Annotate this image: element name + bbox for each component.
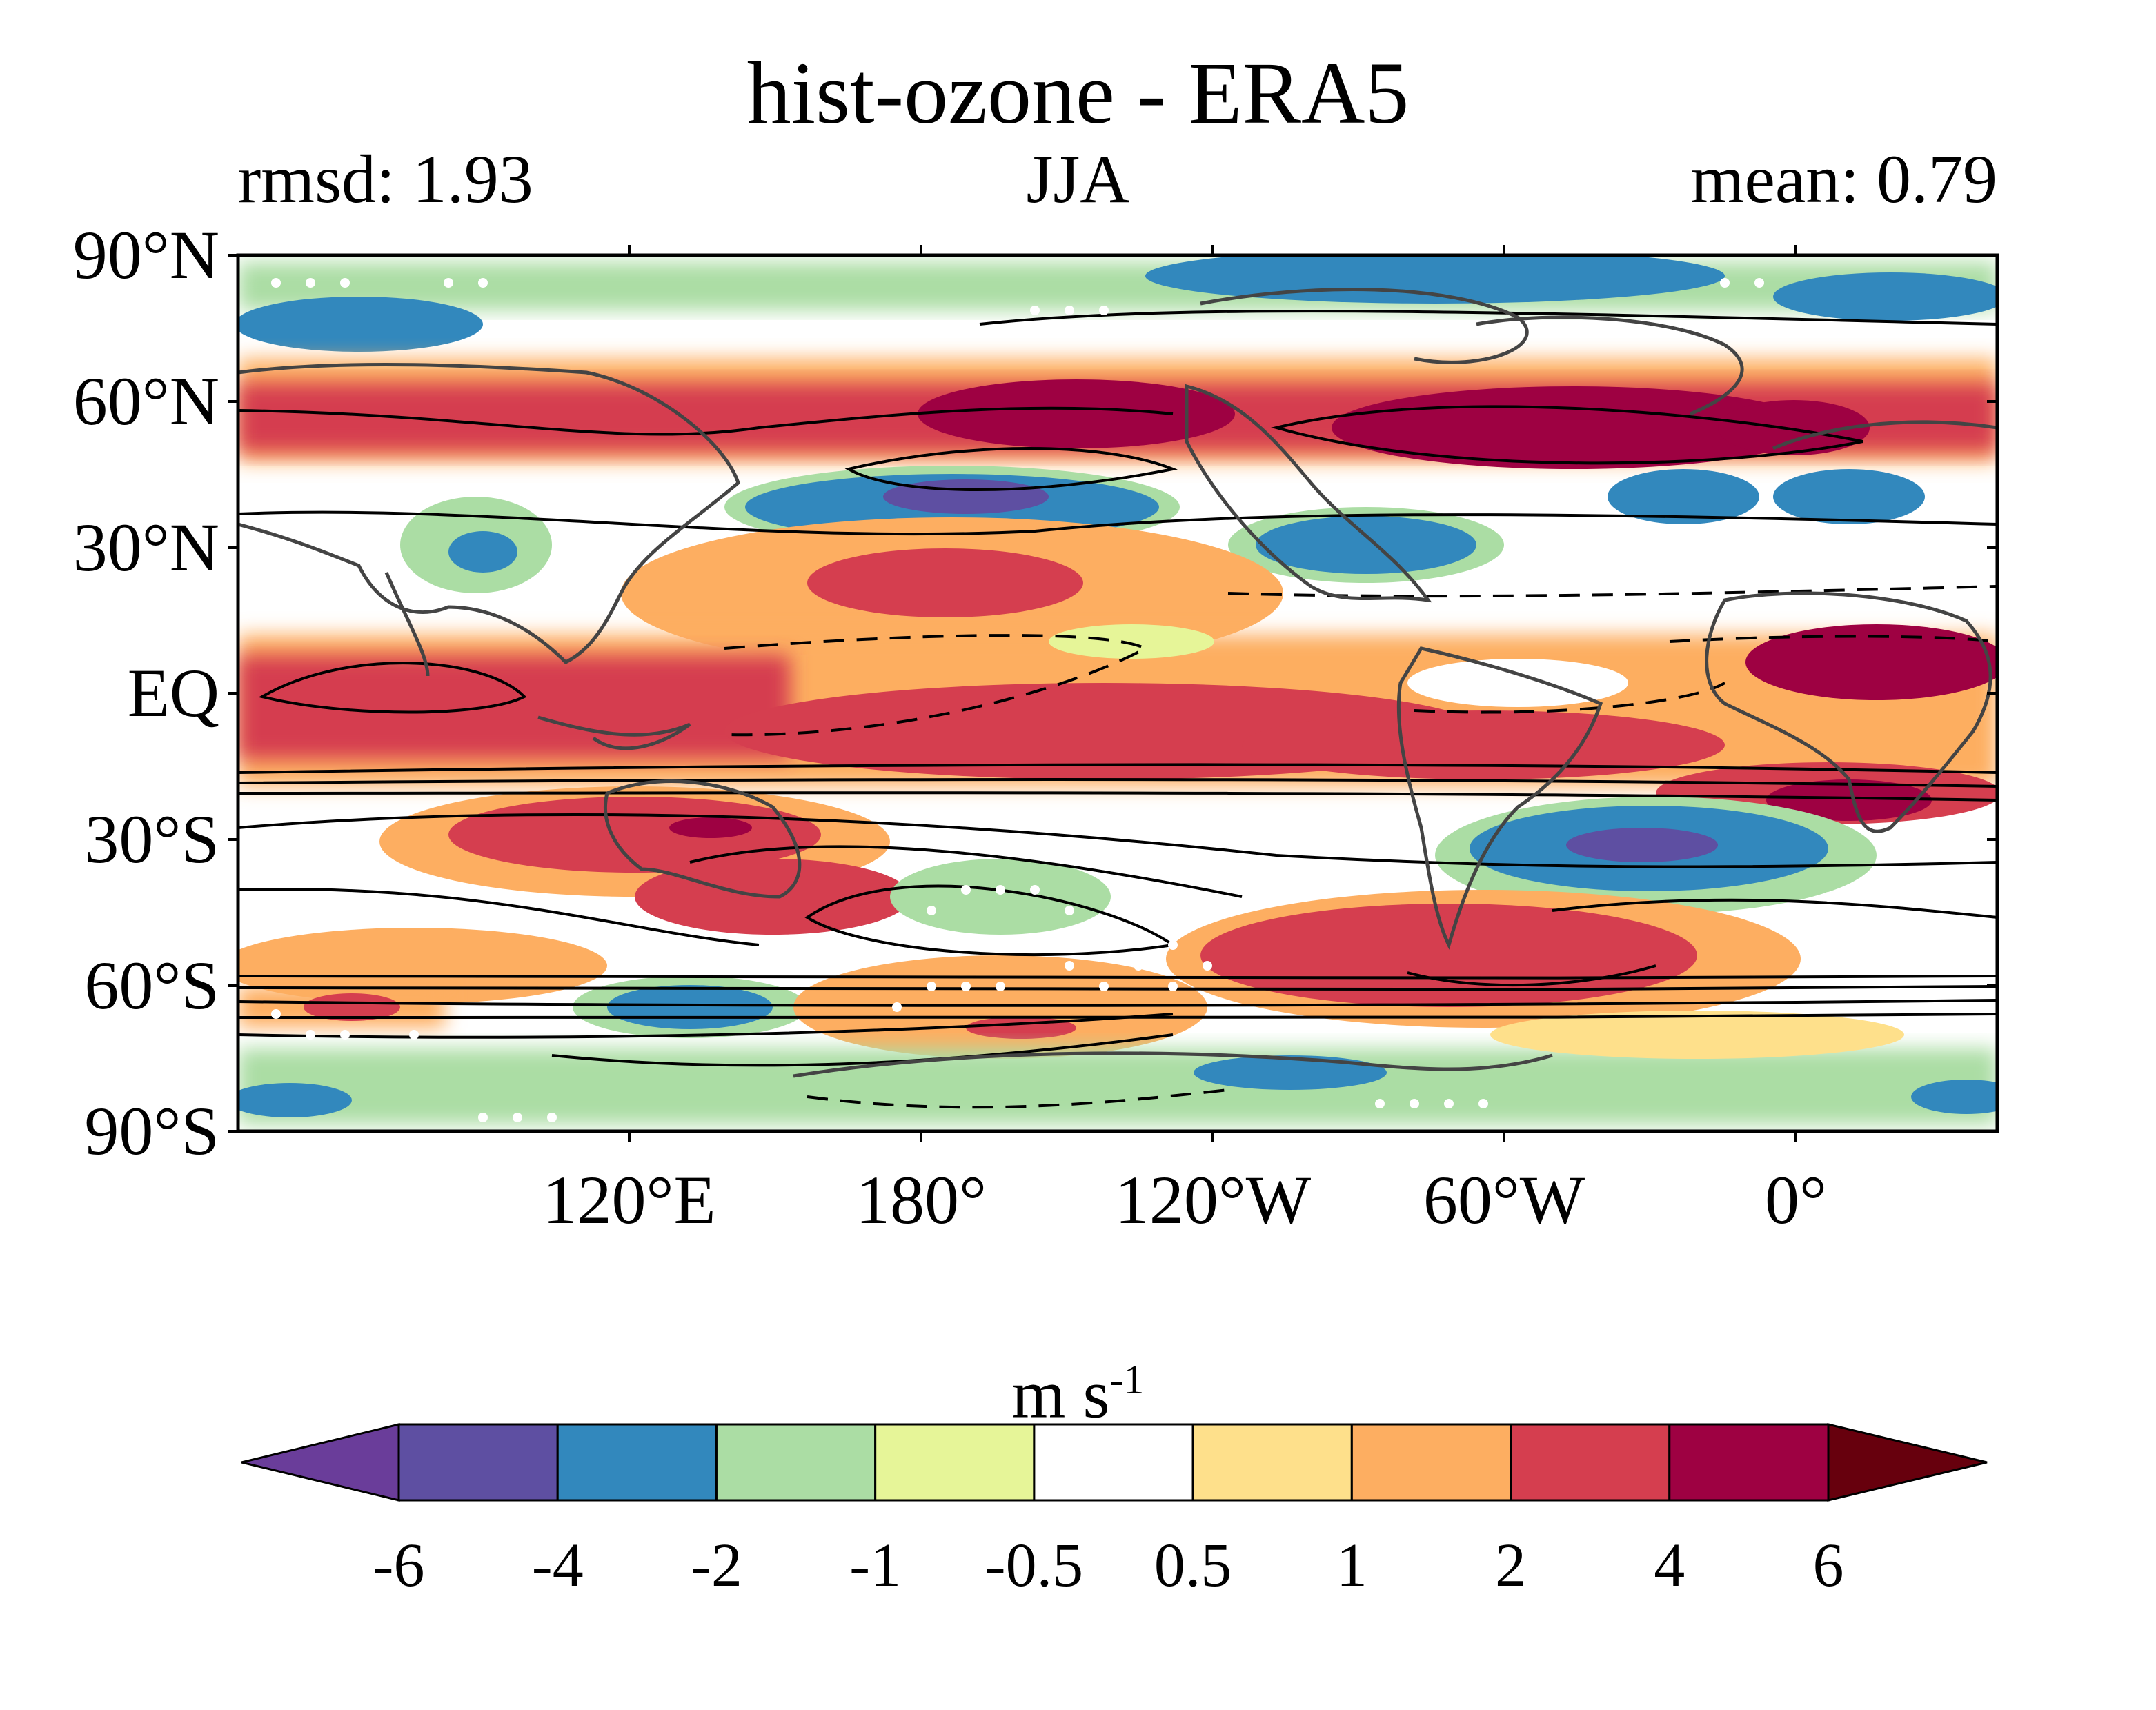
lat-label-60s: 60°S (84, 947, 219, 1024)
lat-label-90n: 90°N (72, 217, 219, 293)
units-exponent: -1 (1109, 1357, 1145, 1402)
lon-label-0: 0° (1765, 1162, 1827, 1238)
lat-label-90s: 90°S (84, 1093, 219, 1169)
colorbar-tick-label: 2 (1495, 1531, 1527, 1600)
colorbar-tick-label: 4 (1654, 1531, 1685, 1600)
rmsd-label: rmsd: 1.93 (238, 141, 533, 217)
colorbar-swatch (1510, 1423, 1671, 1502)
lon-label-120e: 120°E (542, 1162, 716, 1238)
colorbar (241, 1423, 1988, 1502)
colorbar-units: m s-1 (0, 1338, 2156, 1435)
map-title: hist-ozone - ERA5 (746, 44, 1410, 142)
colorbar-tick-label: -1 (849, 1531, 902, 1600)
colorbar-tick-label: 1 (1336, 1531, 1367, 1600)
colorbar-swatch (1033, 1423, 1194, 1502)
colorbar-tick-label: 6 (1812, 1531, 1844, 1600)
lat-label-60n: 60°N (72, 363, 219, 439)
lat-label-eq: EQ (127, 655, 219, 731)
map-ticks (228, 245, 1997, 1142)
mean-label: mean: 0.79 (1690, 141, 1997, 217)
lat-label-30s: 30°S (84, 801, 219, 877)
lon-label-180: 180° (856, 1162, 987, 1238)
coastlines (238, 288, 1997, 1078)
colorbar-tick-label: -6 (373, 1531, 425, 1600)
colorbar-tick-label: 0.5 (1154, 1531, 1232, 1600)
colorbar-tick-label: -4 (531, 1531, 584, 1600)
lat-label-30n: 30°N (72, 509, 219, 586)
colorbar-swatch (1668, 1423, 1830, 1502)
season-label: JJA (1026, 141, 1130, 217)
lon-label-60w: 60°W (1423, 1162, 1585, 1238)
stippling (271, 278, 1937, 1122)
colorbar-swatch (1350, 1423, 1512, 1502)
anomaly-field (238, 255, 1997, 1131)
colorbar-swatch (874, 1423, 1036, 1502)
units-main: m s (1011, 1355, 1110, 1433)
colorbar-under-arrow (241, 1423, 400, 1502)
colorbar-over-arrow (1827, 1423, 1988, 1502)
lon-label-120w: 120°W (1114, 1162, 1312, 1238)
colorbar-tick-label: -2 (690, 1531, 742, 1600)
colorbar-swatch (1191, 1423, 1353, 1502)
colorbar-swatch (556, 1423, 718, 1502)
colorbar-tick-label: -0.5 (985, 1531, 1084, 1600)
colorbar-swatch (397, 1423, 559, 1502)
colorbar-swatch (715, 1423, 877, 1502)
